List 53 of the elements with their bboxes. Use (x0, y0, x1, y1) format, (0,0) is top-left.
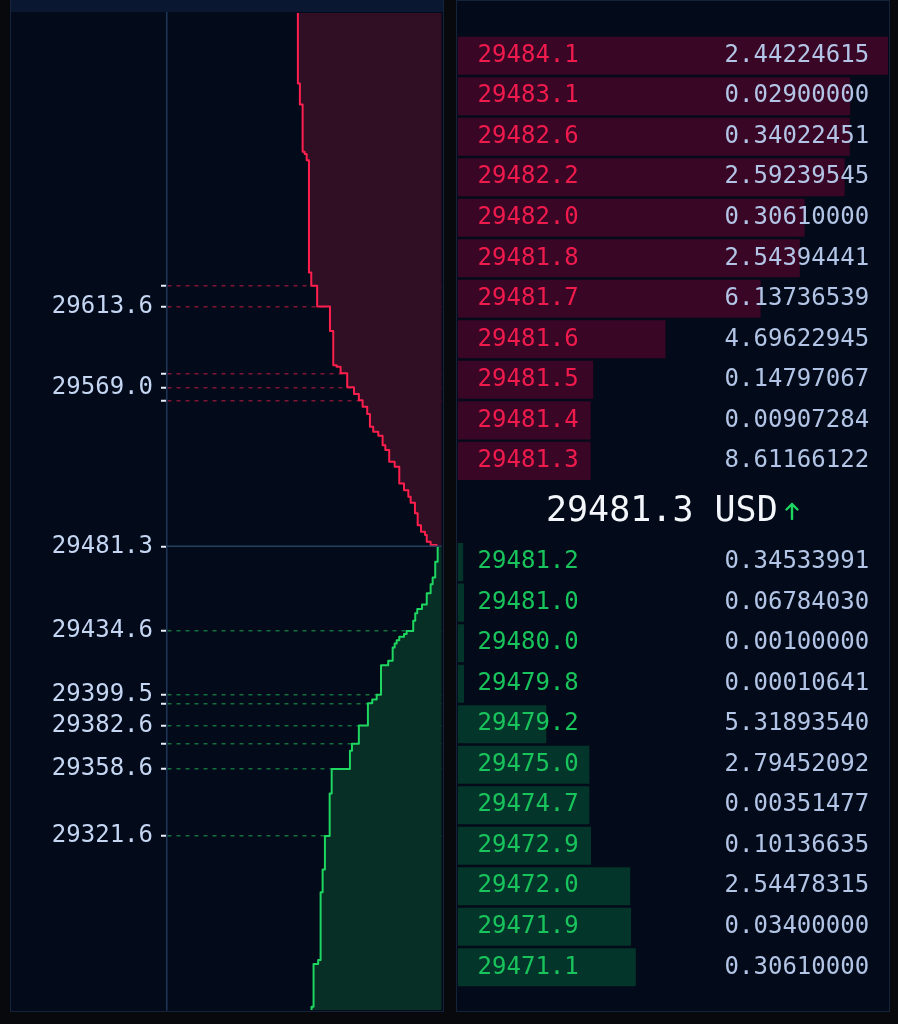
y-tick-label: 29471.9 (477, 911, 579, 939)
y2-tick-label: 2.44224615 (724, 39, 870, 68)
y-tick-label: 29481.2 (477, 546, 579, 575)
y-tick-label: 29482.0 (477, 202, 579, 231)
y-tick-label: 29481.0 (477, 586, 579, 615)
y2-tick-label: 0.14797067 (724, 364, 870, 393)
y2-tick-label: 0.34533991 (724, 546, 870, 575)
y2-tick-label: 0.00010641 (724, 667, 870, 696)
y-tick-label: 29399.5 (51, 678, 153, 707)
y-tick-label: 29481.5 (477, 364, 579, 393)
y2-tick-label: 2.54394441 (724, 242, 870, 271)
y-tick-label: 29475.0 (477, 748, 579, 777)
y2-tick-label: 0.30610000 (724, 951, 870, 980)
y2-tick-label: 0.02900000 (724, 80, 870, 109)
y-tick-label: 29321.6 (51, 820, 153, 849)
y2-tick-label: 0.00100000 (724, 627, 870, 656)
y2-tick-label: 0.00351477 (724, 789, 870, 818)
y-tick-label: 29569.0 (51, 371, 153, 400)
y-tick-label: 29484.1 (477, 39, 579, 68)
y-tick-label: 29481.6 (477, 323, 579, 352)
y-tick-label: 29434.6 (51, 615, 153, 644)
y2-tick-label: 0.10136635 (724, 829, 870, 858)
y2-tick-label: 0.00907284 (724, 404, 870, 433)
y2-tick-label: 2.54478315 (724, 870, 870, 899)
y-tick-label: 29472.0 (477, 870, 579, 899)
y-tick-label: 29480.0 (477, 627, 579, 656)
y2-tick-label: 8.61166122 (724, 445, 870, 474)
y-tick-label: 29471.1 (477, 951, 579, 980)
y2-tick-label: 6.13736539 (724, 283, 870, 312)
y2-tick-label: 2.59239545 (724, 161, 870, 190)
annotation: 29481.3 USD (545, 488, 778, 529)
y-tick-label: 29482.2 (477, 161, 579, 190)
y-tick-label: 29481.7 (477, 283, 579, 312)
y-tick-label: 29358.6 (51, 753, 153, 782)
y-tick-label: 29482.6 (477, 120, 579, 149)
y-tick-label: 29472.9 (477, 829, 579, 858)
y2-tick-label: 5.31893540 (724, 708, 870, 737)
y-tick-label: 29479.2 (477, 708, 579, 737)
y-tick-label: 29481.8 (477, 242, 579, 271)
y-tick-label: 29613.6 (51, 290, 153, 319)
y-tick-label: 29481.4 (477, 404, 579, 433)
y-tick-label: 29481.3 (51, 530, 153, 559)
y2-tick-label: 2.79452092 (724, 748, 870, 777)
y2-tick-label: 0.30610000 (724, 202, 870, 231)
y2-tick-label: 0.03400000 (724, 911, 870, 939)
y2-tick-label: 0.34022451 (724, 120, 870, 149)
y2-tick-label: 4.69622945 (724, 323, 870, 352)
y-tick-label: 29481.3 (477, 445, 579, 474)
y-tick-label: 29479.8 (477, 667, 579, 696)
y2-tick-label: 0.06784030 (724, 586, 870, 615)
y-tick-label: 29382.6 (51, 709, 153, 738)
y-tick-label: 29483.1 (477, 80, 579, 109)
y-tick-label: 29474.7 (477, 789, 579, 818)
